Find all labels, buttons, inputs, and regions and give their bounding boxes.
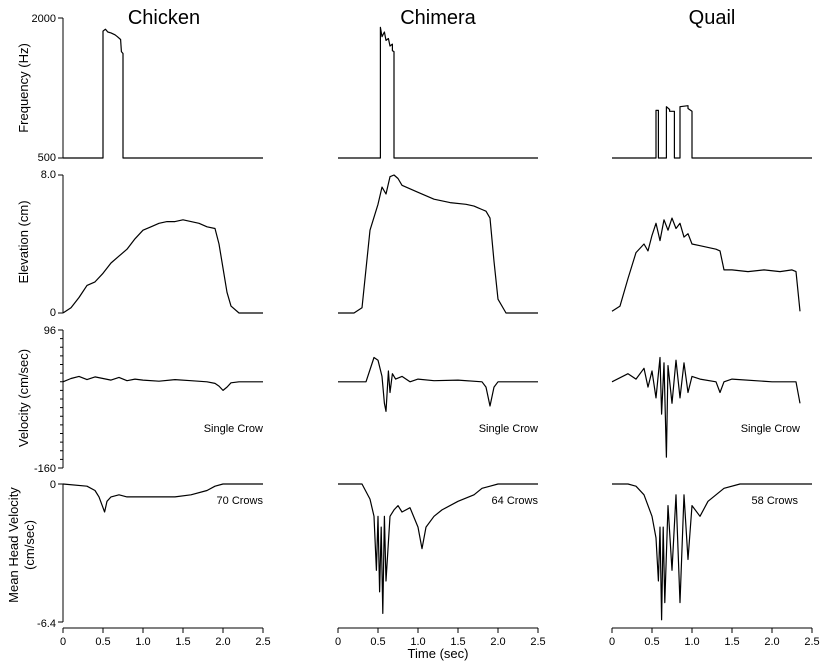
- column-title-quail: Quail: [689, 7, 736, 29]
- ytick-velocity-bottom: -160: [34, 463, 56, 475]
- xtick-label-col2-5: 2.5: [804, 636, 819, 648]
- trace-chimera-frequency: [338, 26, 538, 159]
- xtick-label-col0-0: 0: [60, 636, 66, 648]
- trace-quail-elevation: [611, 217, 801, 312]
- trace-quail-velocity: [611, 356, 801, 458]
- trace-chicken-elevation: [62, 219, 263, 314]
- xtick-label-col1-0: 0: [335, 636, 341, 648]
- xtick-label-col1-2: 1.0: [410, 636, 425, 648]
- annotation-quail-mhv: 58 Crows: [752, 495, 799, 507]
- annotation-chimera-velocity: Single Crow: [479, 423, 538, 435]
- trace-chicken-velocity: [62, 375, 263, 391]
- ylabel-elevation: Elevation (cm): [16, 200, 31, 283]
- xtick-label-col2-2: 1.0: [684, 636, 699, 648]
- xtick-label-col1-4: 2.0: [490, 636, 505, 648]
- ylabel-mean-head-velocity-line1: Mean Head Velocity: [6, 487, 21, 603]
- annotation-quail-velocity: Single Crow: [741, 423, 800, 435]
- xtick-label-col0-4: 2.0: [215, 636, 230, 648]
- ytick-frequency-top: 2000: [32, 13, 56, 25]
- trace-chicken-frequency: [63, 28, 263, 159]
- annotation-chicken-mhv: 70 Crows: [217, 495, 264, 507]
- ytick-elevation-bottom: 0: [50, 307, 56, 319]
- column-title-chimera: Chimera: [400, 7, 476, 29]
- xtick-label-col1-5: 2.5: [530, 636, 545, 648]
- xtick-label-col2-1: 0.5: [644, 636, 659, 648]
- xtick-label-col2-4: 2.0: [764, 636, 779, 648]
- ylabel-mean-head-velocity-line2: (cm/sec): [22, 520, 37, 570]
- xtick-label-col1-3: 1.5: [450, 636, 465, 648]
- trace-chimera-mean_head_velocity: [338, 483, 538, 615]
- trace-quail-mean_head_velocity: [612, 483, 812, 621]
- trace-chimera-velocity: [338, 356, 538, 412]
- xtick-label-col0-1: 0.5: [95, 636, 110, 648]
- annotation-chimera-mhv: 64 Crows: [492, 495, 539, 507]
- ytick-frequency-bottom: 500: [38, 152, 56, 164]
- xtick-label-col0-5: 2.5: [255, 636, 270, 648]
- xtick-label-col2-0: 0: [609, 636, 615, 648]
- xtick-label-col1-1: 0.5: [370, 636, 385, 648]
- trace-chimera-elevation: [338, 174, 538, 314]
- trace-quail-frequency: [612, 105, 812, 159]
- plot-layer: 0 0.5 1.0 1.5 2.0 2.5 0 0.5 1.0 1.5 2.0 2.5 0 0.5 1.0 1…: [58, 17, 820, 648]
- xtick-label-col0-3: 1.5: [175, 636, 190, 648]
- ytick-velocity-top: 96: [44, 325, 56, 337]
- ylabel-velocity: Velocity (cm/sec): [16, 349, 31, 447]
- ytick-elevation-top: 8.0: [41, 169, 56, 181]
- xtick-label-col0-2: 1.0: [135, 636, 150, 648]
- ytick-mhv-top: 0: [50, 479, 56, 491]
- xlabel-time: Time (sec): [408, 646, 469, 661]
- xtick-label-col2-3: 1.5: [724, 636, 739, 648]
- column-title-chicken: Chicken: [128, 7, 200, 29]
- trace-chicken-mean_head_velocity: [62, 483, 263, 513]
- ylabel-frequency: Frequency (Hz): [16, 43, 31, 133]
- ytick-mhv-bottom: -6.4: [37, 618, 56, 630]
- annotation-chicken-velocity: Single Crow: [204, 423, 263, 435]
